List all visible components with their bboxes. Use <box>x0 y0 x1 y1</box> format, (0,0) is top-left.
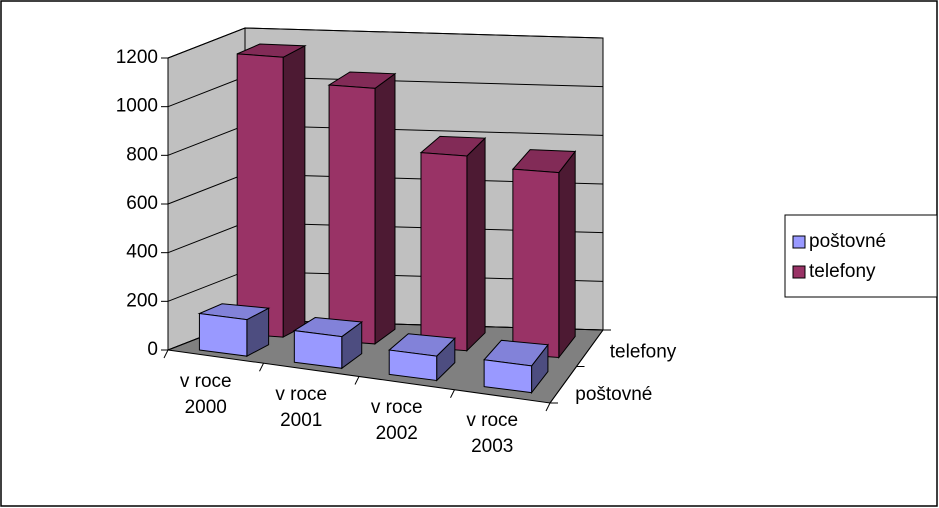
depth-label: telefony <box>610 341 677 362</box>
x-tick <box>545 402 551 412</box>
y-tick-label: 800 <box>126 144 158 165</box>
bar-side <box>466 136 486 352</box>
x-tick-label: v roce 2003 <box>466 410 519 458</box>
bar-front <box>236 53 284 338</box>
y-tick-label: 400 <box>126 242 158 263</box>
bar-front <box>388 349 438 382</box>
x-tick-label: v roce 2000 <box>179 370 232 418</box>
y-tick-label: 1000 <box>116 96 158 117</box>
x-tick <box>163 349 169 359</box>
x-tick-label: v roce 2002 <box>370 397 423 445</box>
legend-box <box>784 214 938 298</box>
x-tick <box>259 363 264 372</box>
bar-side <box>374 72 396 345</box>
x-tick-label: v roce 2001 <box>275 383 328 431</box>
bar-front <box>293 330 343 369</box>
x-tick <box>450 389 455 398</box>
grid-line <box>167 27 604 59</box>
bar-front <box>328 84 376 345</box>
bar <box>419 135 487 352</box>
x-tick <box>354 376 360 385</box>
bar <box>511 149 577 359</box>
bar <box>483 339 549 395</box>
bar-front <box>420 152 468 352</box>
legend-swatch <box>792 265 806 279</box>
bar <box>236 43 307 338</box>
legend-label: poštovné <box>809 231 886 252</box>
bar <box>197 303 271 357</box>
y-tick-label: 200 <box>126 290 158 311</box>
bar-front <box>512 168 560 359</box>
bar-side <box>282 45 306 338</box>
bar-side <box>558 150 576 359</box>
legend-swatch <box>792 235 806 249</box>
depth-label: poštovné <box>575 384 652 405</box>
legend-label: telefony <box>809 261 876 282</box>
y-tick-label: 600 <box>126 193 158 214</box>
y-tick-label: 0 <box>147 339 158 360</box>
bar <box>388 333 456 382</box>
bar-front <box>198 312 248 357</box>
bar <box>327 71 397 345</box>
bar-front <box>483 359 533 394</box>
y-tick-label: 1200 <box>116 47 158 68</box>
bar <box>292 317 364 370</box>
